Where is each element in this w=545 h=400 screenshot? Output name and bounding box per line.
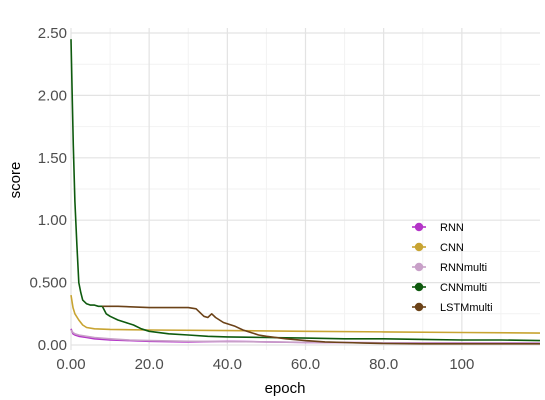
y-tick-label: 0.500 [29,275,67,292]
legend-label: RNN [440,222,464,234]
x-tick-label: 40.0 [213,356,242,373]
legend-label: LSTMmulti [440,302,493,314]
legend-item-cnnmulti: CNNmulti [412,282,487,294]
x-axis-title: epoch [265,380,306,397]
x-tick-label: 80.0 [369,356,398,373]
y-axis-ticks: 0.00 0.500 1.00 1.50 2.00 2.50 [29,25,67,354]
legend-key-point [415,243,423,251]
x-tick-label: 60.0 [291,356,320,373]
legend-key-point [415,303,423,311]
y-tick-label: 1.50 [38,150,67,167]
legend-label: RNNmulti [440,262,487,274]
x-tick-label: 20.0 [135,356,164,373]
legend-key-point [415,263,423,271]
y-tick-label: 2.50 [38,25,67,42]
legend: RNN CNN RNNmulti CNNmulti LSTMmulti [412,222,493,314]
x-tick-label: 0.00 [56,356,85,373]
x-tick-label: 100 [449,356,474,373]
legend-label: CNNmulti [440,282,487,294]
y-tick-label: 0.00 [38,337,67,354]
legend-item-cnn: CNN [412,242,464,254]
legend-key-point [415,283,423,291]
legend-label: CNN [440,242,464,254]
legend-key-point [415,223,423,231]
y-tick-label: 1.00 [38,212,67,229]
x-axis-ticks: 0.00 20.0 40.0 60.0 80.0 100 [56,356,474,373]
legend-item-rnn: RNN [412,222,464,234]
legend-item-lstmmulti: LSTMmulti [412,302,493,314]
y-tick-label: 2.00 [38,87,67,104]
legend-item-rnnmulti: RNNmulti [412,262,487,274]
y-axis-title: score [7,162,24,199]
